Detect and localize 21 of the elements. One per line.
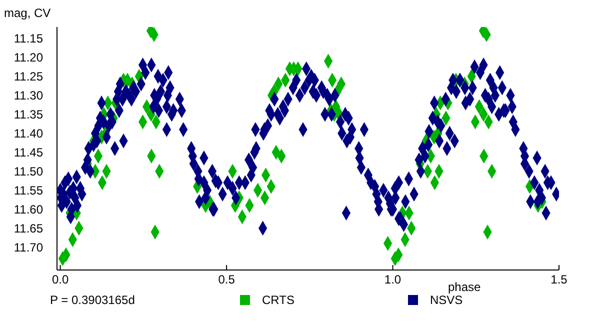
x-tick-label: 1.5 (550, 272, 568, 287)
y-tick-label: 11.50 (14, 164, 44, 179)
x-axis-title: phase (448, 280, 481, 294)
y-tick-label: 11.60 (14, 202, 44, 217)
y-tick-label: 11.45 (14, 146, 44, 160)
legend-label: NSVS (429, 293, 463, 307)
y-axis-title: mag, CV (4, 6, 51, 20)
y-tick-label: 11.70 (14, 240, 44, 254)
y-tick-label: 11.25 (14, 70, 44, 84)
x-tick-label: 0.0 (52, 272, 69, 287)
legend-label: CRTS (261, 293, 294, 307)
y-tick-label: 11.55 (14, 184, 44, 198)
text: P = 0.3903165d (50, 293, 135, 307)
y-tick-label: 11.15 (14, 32, 44, 46)
y-tick-label: 11.30 (14, 88, 44, 103)
x-tick-label: 1.0 (384, 272, 402, 287)
y-tick-label: 11.65 (14, 221, 44, 236)
y-tick-label: 11.35 (14, 108, 44, 122)
x-tick-label: 0.5 (218, 272, 236, 287)
y-tick-label: 11.20 (14, 50, 44, 65)
y-tick-label: 11.40 (14, 126, 44, 141)
